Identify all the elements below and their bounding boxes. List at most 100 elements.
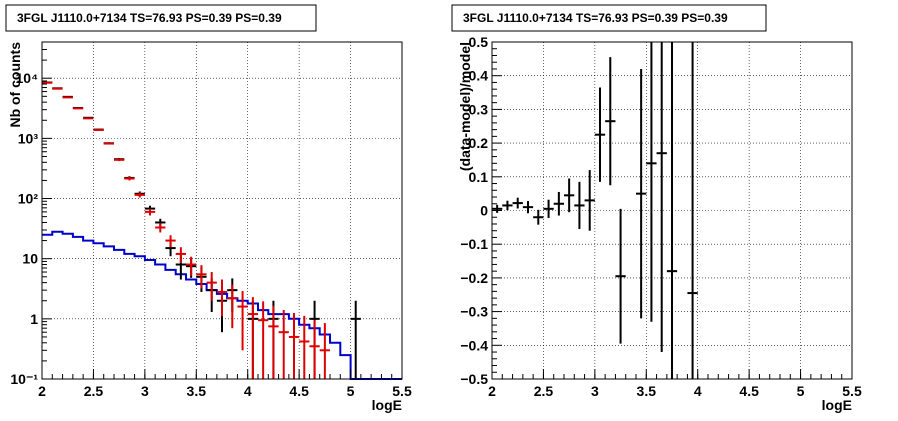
- residual-point: [584, 170, 595, 231]
- residual-x-tick-label: 4: [694, 383, 702, 399]
- counts-model-point: [216, 279, 228, 317]
- counts-model-point: [144, 208, 156, 216]
- counts-model-point: [52, 87, 63, 90]
- residual-point: [615, 208, 626, 344]
- counts-model-point: [258, 301, 269, 379]
- residual-point: [594, 87, 606, 182]
- counts-model-point: [299, 315, 310, 379]
- residual-y-tick-label: 0.3: [469, 101, 489, 117]
- counts-model-point: [103, 142, 114, 145]
- residual-point: [543, 199, 554, 218]
- residual-y-tick-labels: −0.5 −0.4 −0.3 −0.2 −0.1 0 0.1 0.2 0.3 0.4 0.5: [460, 34, 488, 387]
- residual-point: [553, 191, 564, 216]
- counts-y-tick-label: 10²: [18, 191, 39, 207]
- counts-x-tick-label: 3.5: [187, 383, 207, 399]
- residual-y-tick-label: −0.5: [460, 371, 488, 387]
- counts-model-point: [278, 310, 289, 379]
- residual-point: [646, 42, 657, 322]
- residual-y-axis-title: (data-model)/model: [457, 42, 473, 171]
- counts-model-point: [93, 128, 104, 131]
- residual-x-tick-label: 5: [797, 383, 805, 399]
- counts-model-point: [62, 96, 73, 99]
- residual-point: [522, 201, 534, 214]
- counts-y-tick-label: 10: [22, 251, 38, 267]
- residual-x-axis-title: logE: [822, 397, 852, 413]
- counts-panel: 3FGL J1110.0+7134 TS=76.93 PS=0.39 PS=0.…: [5, 4, 412, 413]
- residual-x-tick-label: 5.5: [842, 383, 862, 399]
- counts-model-point: [247, 297, 258, 379]
- residual-x-tick-labels: 2 2.5 3 3.5 4 4.5 5 5.5: [488, 383, 862, 399]
- counts-model-point: [165, 235, 176, 248]
- counts-y-tick-label: 10⁴: [16, 70, 39, 86]
- residual-y-tick-label: −0.2: [460, 270, 488, 286]
- counts-x-tick-label: 5: [347, 383, 355, 399]
- residual-point: [502, 200, 513, 211]
- counts-grid: [42, 42, 402, 379]
- residual-y-tick-label: −0.4: [460, 337, 488, 353]
- counts-x-tick-label: 4: [244, 383, 252, 399]
- counts-model-point: [186, 256, 197, 276]
- counts-x-tick-label: 3: [141, 383, 149, 399]
- residual-point: [605, 57, 616, 186]
- residual-point: [687, 42, 698, 379]
- counts-model-point: [206, 272, 217, 301]
- counts-x-axis-title: logE: [372, 397, 402, 413]
- counts-model-point: [309, 320, 320, 379]
- counts-model-point: [237, 291, 248, 351]
- counts-x-tick-label: 2: [38, 383, 46, 399]
- counts-data-point: [350, 300, 361, 379]
- residual-title-box: [451, 4, 767, 32]
- counts-model-point: [114, 158, 125, 162]
- counts-model-point: [196, 265, 207, 289]
- counts-model-point: [83, 117, 94, 120]
- counts-y-tick-labels: 10⁻¹ 1 10 10² 10³ 10⁴: [10, 70, 38, 387]
- residual-point: [533, 209, 544, 225]
- counts-model-point: [288, 313, 300, 379]
- counts-model-point: [268, 305, 279, 379]
- residual-y-tick-label: 0.1: [469, 169, 489, 185]
- counts-frame: [41, 41, 403, 380]
- residual-y-tick-label: −0.3: [460, 304, 488, 320]
- counts-model-point: [134, 192, 145, 198]
- counts-model-point: [175, 247, 186, 263]
- residual-ticks: [491, 41, 853, 380]
- residual-y-tick-label: 0.4: [469, 68, 489, 84]
- residual-point: [656, 42, 667, 353]
- counts-model-point: [72, 107, 84, 110]
- counts-model-point: [155, 223, 166, 233]
- counts-y-axis-title: Nb of counts: [7, 42, 23, 128]
- counts-marks: [42, 81, 402, 380]
- residual-panel: 3FGL J1110.0+7134 TS=76.93 PS=0.39 PS=0.…: [451, 4, 862, 413]
- counts-y-tick-label: 10³: [18, 130, 39, 146]
- residual-y-tick-label: 0: [480, 203, 488, 219]
- residual-point: [512, 197, 523, 209]
- counts-y-tick-label: 10⁻¹: [10, 371, 38, 387]
- counts-x-tick-labels: 2 2.5 3 3.5 4 4.5 5 5.5: [38, 383, 412, 399]
- counts-y-tick-label: 1: [30, 311, 38, 327]
- residual-point: [666, 42, 678, 379]
- residual-y-tick-label: 0.5: [469, 34, 489, 50]
- residual-point: [636, 68, 647, 319]
- counts-ticks: [41, 41, 403, 380]
- counts-model-point: [124, 176, 135, 181]
- counts-x-tick-label: 4.5: [289, 383, 309, 399]
- counts-model-point: [42, 81, 53, 84]
- residual-title: 3FGL J1110.0+7134 TS=76.93 PS=0.39 PS=0.…: [463, 11, 728, 25]
- counts-title: 3FGL J1110.0+7134 TS=76.93 PS=0.39 PS=0.…: [17, 11, 282, 25]
- residual-x-tick-label: 4.5: [739, 383, 759, 399]
- residual-x-tick-label: 3.5: [637, 383, 657, 399]
- counts-title-box: [5, 4, 317, 32]
- residual-y-tick-label: 0.2: [469, 135, 489, 151]
- counts-model-point: [319, 323, 330, 379]
- residual-point: [574, 181, 585, 230]
- residual-point: [492, 204, 503, 213]
- counts-x-tick-label: 2.5: [84, 383, 104, 399]
- residual-x-tick-label: 2.5: [534, 383, 554, 399]
- counts-x-tick-label: 5.5: [392, 383, 412, 399]
- residual-y-tick-label: −0.1: [460, 236, 488, 252]
- residual-point: [564, 178, 575, 213]
- counts-model-point: [227, 284, 238, 329]
- residual-x-tick-label: 2: [488, 383, 496, 399]
- residual-marks: [492, 42, 698, 379]
